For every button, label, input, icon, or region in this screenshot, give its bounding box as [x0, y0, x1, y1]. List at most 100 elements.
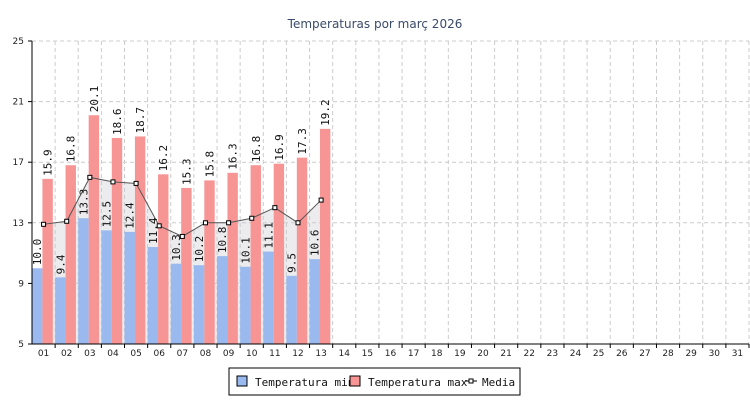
x-tick-label: 16 — [385, 349, 397, 359]
data-label-min: 12.4 — [124, 202, 137, 229]
media-point — [179, 233, 185, 239]
bar-min — [32, 268, 43, 344]
y-tick-label: 9 — [18, 279, 24, 289]
data-label-min: 9.5 — [286, 253, 299, 273]
bar-min — [78, 218, 89, 344]
legend-label-media: Media — [482, 376, 515, 389]
x-tick-label: 07 — [177, 349, 188, 359]
data-label-min: 11.4 — [147, 217, 160, 244]
y-tick-label: 13 — [13, 219, 24, 229]
bar-max — [42, 178, 53, 344]
bar-min — [217, 256, 228, 344]
legend-label-min: Temperatura min — [255, 376, 354, 389]
data-label-max: 19.2 — [319, 99, 332, 126]
bar-min — [193, 265, 205, 344]
x-tick-label: 29 — [685, 349, 697, 359]
bar-min — [309, 259, 320, 344]
x-tick-label: 03 — [84, 349, 95, 359]
bar-min — [263, 251, 274, 344]
x-tick-label: 28 — [662, 349, 674, 359]
x-tick-label: 05 — [130, 349, 141, 359]
legend-swatch-min — [236, 375, 248, 387]
bar-max — [181, 187, 192, 344]
bar-max — [273, 163, 285, 344]
data-label-max: 15.8 — [204, 151, 217, 178]
media-point — [249, 215, 255, 221]
y-tick-label: 5 — [18, 340, 24, 350]
legend-label-max: Temperatura max — [368, 376, 468, 389]
x-tick-label: 09 — [223, 349, 235, 359]
bar-max — [111, 137, 123, 344]
data-label-max: 16.3 — [227, 143, 240, 170]
legend: Temperatura min Temperatura max Media — [228, 367, 521, 396]
data-label-max: 17.3 — [296, 128, 309, 155]
bar-max — [158, 174, 169, 344]
data-label-min: 10.8 — [216, 227, 229, 254]
data-label-max: 16.8 — [65, 136, 78, 163]
bar-max — [65, 165, 76, 344]
data-label-max: 18.6 — [111, 108, 124, 135]
x-tick-label: 24 — [570, 349, 582, 359]
media-point — [156, 223, 162, 229]
data-label-max: 15.9 — [42, 149, 55, 175]
y-tick-label: 25 — [13, 37, 24, 47]
x-tick-label: 25 — [593, 349, 604, 359]
x-tick-label: 19 — [454, 349, 466, 359]
x-tick-label: 15 — [362, 349, 373, 359]
bar-max — [319, 128, 331, 344]
data-label-min: 13.3 — [77, 189, 90, 216]
bar-min — [170, 263, 182, 344]
x-tick-label: 11 — [269, 349, 280, 359]
data-label-min: 10.2 — [193, 236, 206, 263]
x-tick-label: 12 — [292, 349, 303, 359]
legend-swatch-max — [349, 375, 361, 387]
y-tick-label: 21 — [13, 98, 24, 108]
bar-max — [88, 115, 100, 344]
x-tick-label: 30 — [709, 349, 721, 359]
x-tick-label: 08 — [200, 349, 212, 359]
x-tick-label: 26 — [616, 349, 628, 359]
media-point — [87, 174, 93, 180]
x-tick-label: 31 — [732, 349, 743, 359]
x-tick-label: 10 — [246, 349, 258, 359]
x-tick-label: 17 — [408, 349, 419, 359]
chart-title: Temperaturas por març 2026 — [287, 17, 463, 31]
bar-min — [147, 247, 159, 344]
x-tick-label: 01 — [38, 349, 49, 359]
legend-marker-media — [468, 378, 474, 384]
x-tick-label: 02 — [61, 349, 72, 359]
x-tick-label: 13 — [315, 349, 326, 359]
media-point — [110, 179, 116, 185]
media-point — [295, 220, 301, 226]
media-point — [272, 205, 278, 211]
x-tick-label: 04 — [107, 349, 119, 359]
media-point — [64, 218, 70, 224]
data-label-min: 11.1 — [262, 222, 275, 249]
data-label-max: 15.3 — [180, 158, 193, 185]
media-point — [226, 220, 232, 226]
bar-min — [101, 230, 112, 344]
x-tick-label: 06 — [153, 349, 165, 359]
media-point — [133, 180, 139, 186]
data-label-max: 20.1 — [88, 86, 101, 113]
bar-max — [296, 157, 308, 344]
bar-min — [124, 231, 135, 344]
x-tick-label: 23 — [547, 349, 558, 359]
bar-max — [250, 165, 261, 344]
bar-min — [240, 266, 251, 344]
data-label-max: 16.2 — [157, 145, 170, 172]
data-label-min: 10.6 — [309, 230, 322, 257]
x-tick-label: 18 — [431, 349, 443, 359]
x-tick-label: 20 — [477, 349, 489, 359]
x-tick-label: 27 — [639, 349, 650, 359]
data-label-min: 9.4 — [54, 254, 67, 274]
bar-min — [55, 277, 66, 344]
media-point — [202, 220, 208, 226]
x-tick-label: 21 — [500, 349, 511, 359]
bar-max — [227, 172, 238, 344]
data-label-min: 10.3 — [170, 234, 183, 261]
bar-max — [204, 180, 215, 344]
media-point — [41, 221, 47, 227]
bar-max — [134, 136, 146, 344]
